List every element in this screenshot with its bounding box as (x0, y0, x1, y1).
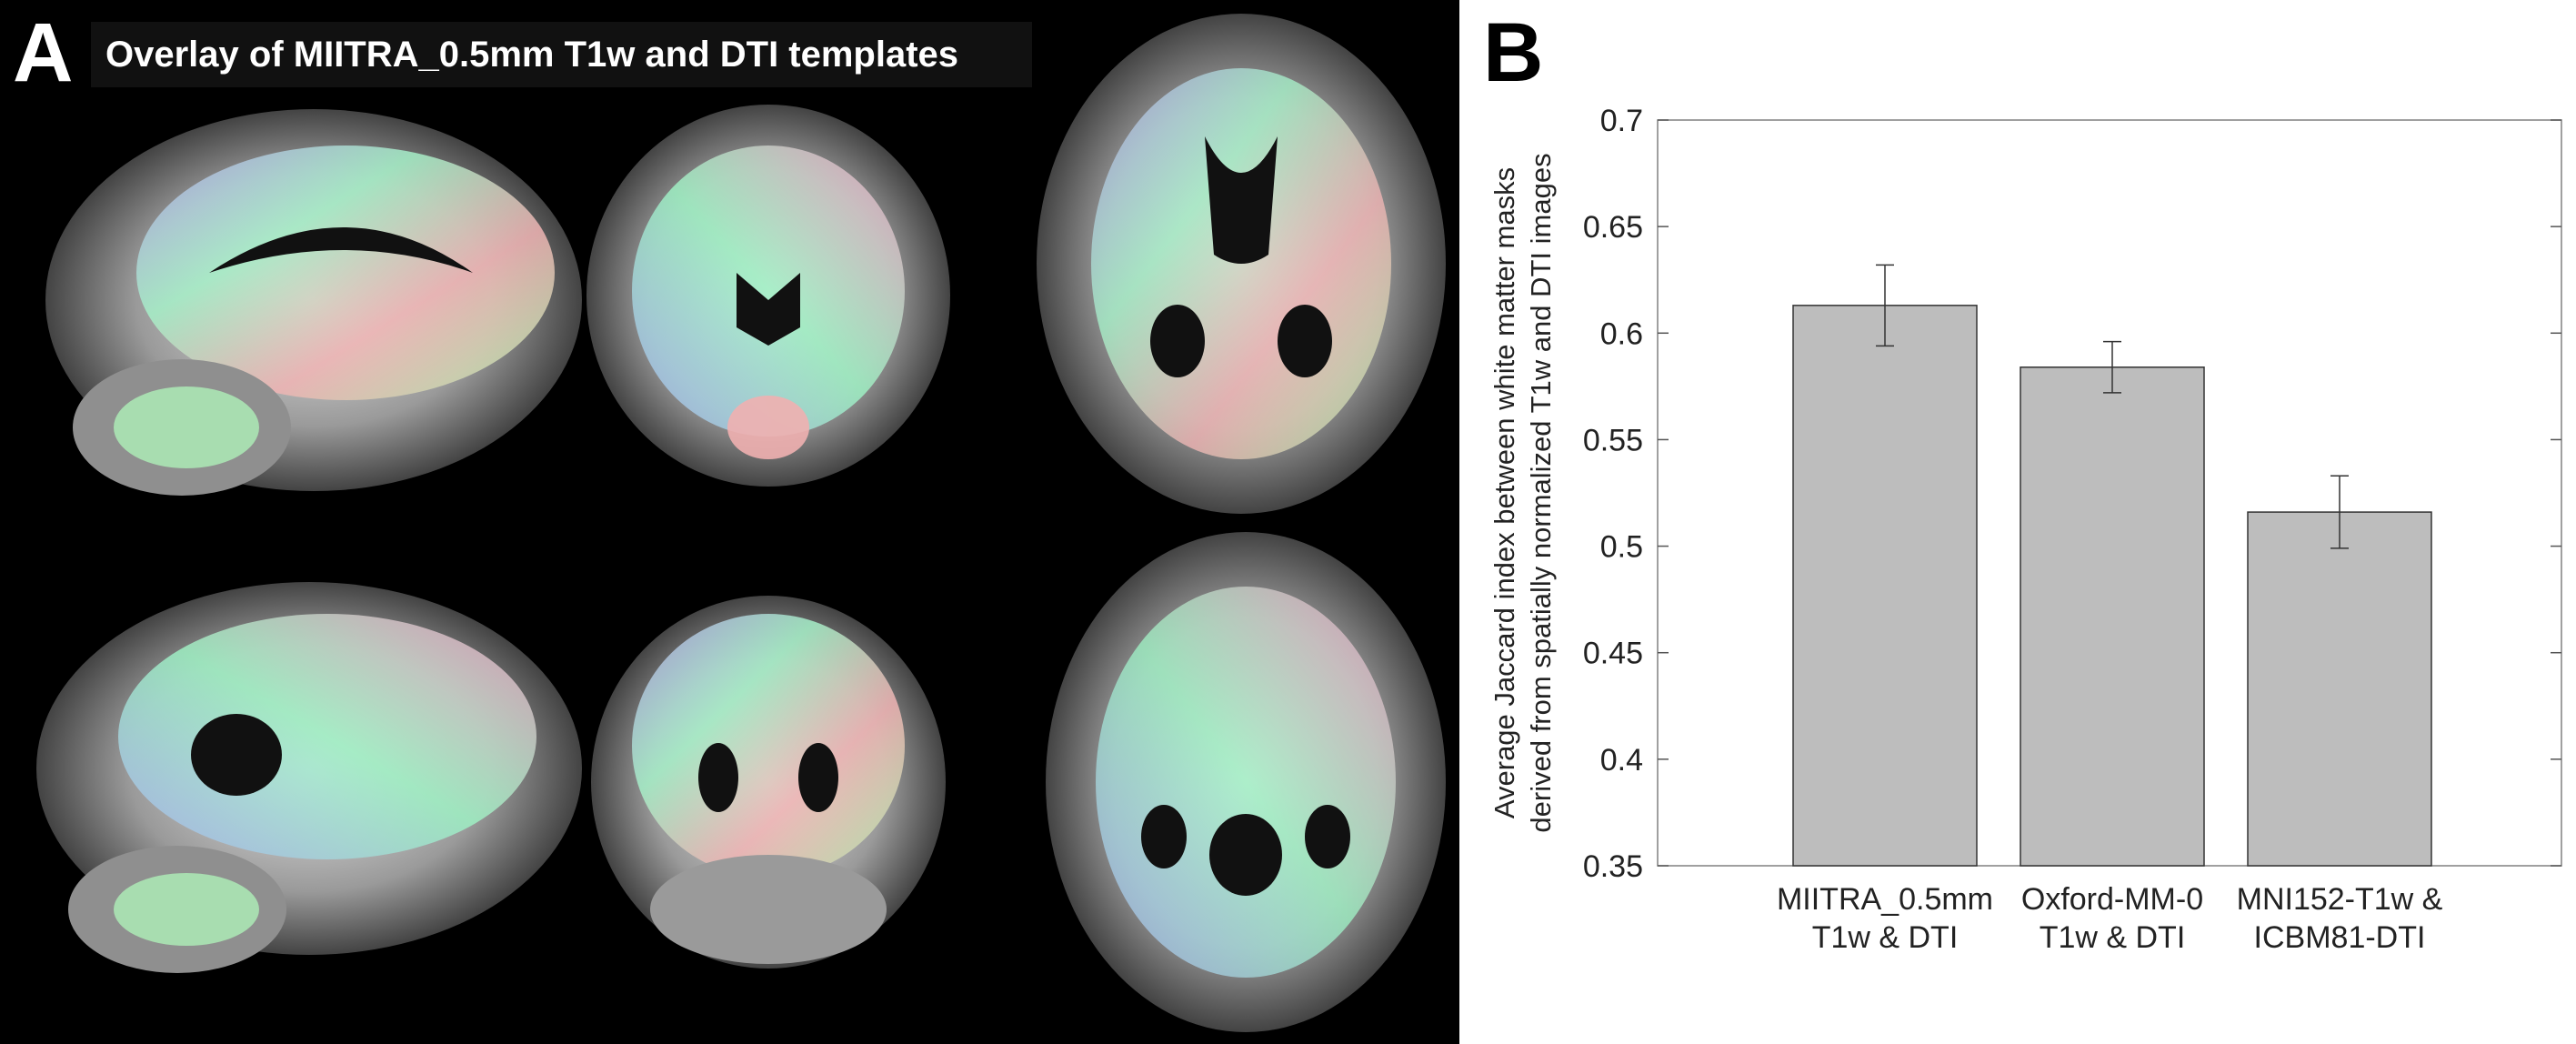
y-tick-label: 0.45 (1583, 637, 1643, 671)
x-category-label: MNI152-T1w & (2237, 882, 2443, 917)
axial-view-top (1037, 14, 1446, 514)
brain-image-grid (36, 14, 1446, 1032)
x-category-label: MIITRA_0.5mm (1777, 882, 1993, 917)
y-tick-label: 0.7 (1600, 104, 1643, 138)
y-tick-label: 0.6 (1600, 316, 1643, 351)
y-tick-label: 0.5 (1600, 530, 1643, 565)
panel-letter-b: B (1483, 6, 1544, 99)
y-tick-label: 0.35 (1583, 849, 1643, 884)
panel-letter-a: A (13, 6, 74, 99)
y-tick-label: 0.4 (1600, 743, 1643, 778)
y-axis-label: Average Jaccard index between white matt… (1488, 167, 1520, 818)
x-category-label: T1w & DTI (1812, 920, 1959, 955)
x-category-label: Oxford-MM-0 (2021, 882, 2203, 917)
x-category-label: ICBM81-DTI (2254, 920, 2426, 955)
panel-a-title: Overlay of MIITRA_0.5mm T1w and DTI temp… (91, 22, 1032, 87)
y-axis-label: derived from spatially normalized T1w an… (1525, 153, 1557, 832)
sagittal-view-top (45, 109, 582, 496)
bar (1792, 305, 1978, 867)
y-tick-label: 0.65 (1583, 210, 1643, 245)
axial-view-bottom (1046, 532, 1446, 1032)
panel-a-brain-overlays: A Overlay of MIITRA_0.5mm T1w and DTI te… (0, 0, 1459, 1044)
coronal-view-bottom (591, 596, 946, 969)
coronal-view-top (586, 105, 950, 487)
panel-b-bar-chart: B 0.35 0.4 0.45 0.5 0.55 0.6 0.65 0.7 MIITRA_0.5… (1459, 0, 2576, 1044)
bar (2247, 511, 2432, 867)
x-category-label: T1w & DTI (2040, 920, 2186, 955)
y-tick-label: 0.55 (1583, 423, 1643, 457)
bar (2020, 366, 2205, 867)
jaccard-bar-chart: 0.35 0.4 0.45 0.5 0.55 0.6 0.65 0.7 MIITRA_0.5mm… (1488, 104, 2562, 955)
sagittal-view-bottom (36, 582, 582, 973)
